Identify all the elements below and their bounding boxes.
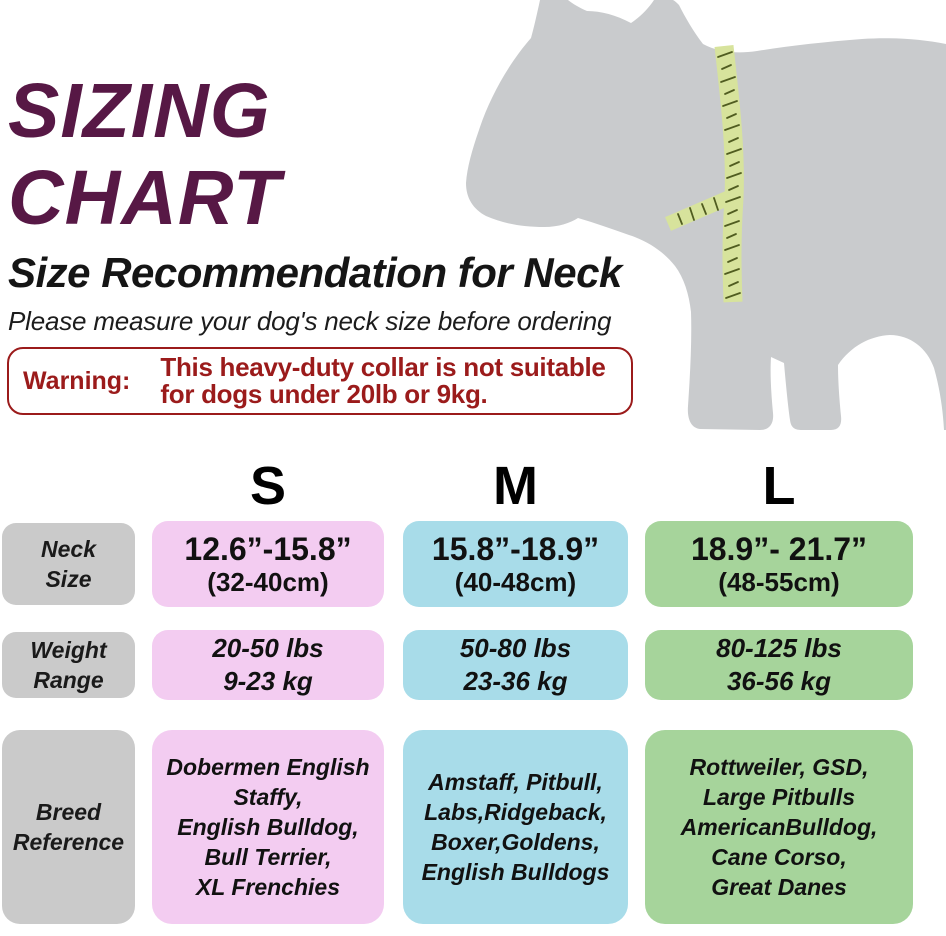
cell-neck-size-l: 18.9”- 21.7” (48-55cm) bbox=[645, 521, 913, 607]
cell-neck-size-s: 12.6”-15.8” (32-40cm) bbox=[152, 521, 384, 607]
warning-box: Warning: This heavy-duty collar is not s… bbox=[7, 347, 633, 415]
dog-silhouette bbox=[466, 0, 946, 430]
subtitle: Size Recommendation for Neck bbox=[8, 249, 622, 296]
cell-breeds-s: Dobermen English Staffy, English Bulldog… bbox=[152, 730, 384, 924]
cell-neck-size-m: 15.8”-18.9” (40-48cm) bbox=[403, 521, 628, 607]
neck-inches-l: 18.9”- 21.7” bbox=[690, 531, 868, 567]
neck-inches-s: 12.6”-15.8” bbox=[184, 531, 352, 567]
measure-note: Please measure your dog's neck size befo… bbox=[8, 306, 612, 336]
neck-cm-s: (32-40cm) bbox=[207, 567, 329, 597]
cell-weight-l: 80-125 lbs 36-56 kg bbox=[645, 630, 913, 700]
row-label-neck-size: Neck Size bbox=[2, 523, 135, 605]
cell-breeds-m: Amstaff, Pitbull, Labs,Ridgeback, Boxer,… bbox=[403, 730, 628, 924]
page-title: SIZING CHART bbox=[8, 68, 282, 241]
size-header-l: L bbox=[762, 456, 796, 516]
row-label-breed-reference: Breed Reference bbox=[2, 730, 135, 924]
neck-cm-m: (40-48cm) bbox=[454, 567, 577, 597]
cell-weight-m: 50-80 lbs 23-36 kg bbox=[403, 630, 628, 700]
warning-text: This heavy-duty collar is not suitable f… bbox=[160, 352, 606, 409]
size-header-m: M bbox=[493, 456, 538, 516]
row-label-weight-range: Weight Range bbox=[2, 632, 135, 698]
tape-tick-marks bbox=[677, 51, 742, 299]
measuring-tape-icon bbox=[665, 44, 744, 303]
neck-cm-l: (48-55cm) bbox=[718, 567, 840, 597]
cell-breeds-l: Rottweiler, GSD, Large Pitbulls American… bbox=[645, 730, 913, 924]
neck-inches-m: 15.8”-18.9” bbox=[431, 531, 600, 567]
size-header-s: S bbox=[249, 456, 287, 516]
cell-weight-s: 20-50 lbs 9-23 kg bbox=[152, 630, 384, 700]
warning-label: Warning: bbox=[23, 366, 131, 395]
